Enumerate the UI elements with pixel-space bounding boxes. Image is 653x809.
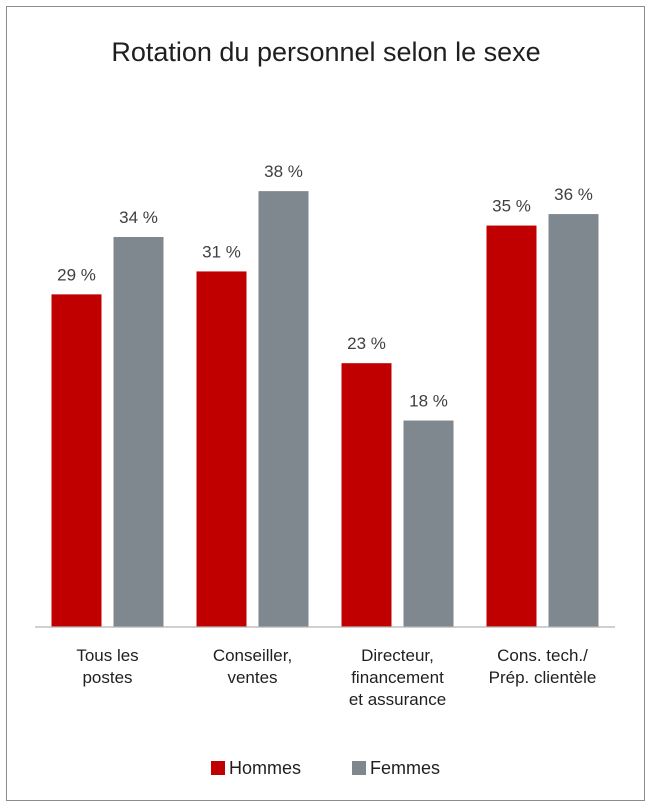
data-label-hommes-3: 35 %: [492, 197, 531, 216]
category-label-line: Directeur,: [361, 646, 434, 665]
category-label-0: Tous les postes: [76, 646, 138, 687]
data-label-femmes-1: 38 %: [264, 162, 303, 181]
bar-hommes-0: [51, 294, 102, 627]
bar-femmes-0: [113, 237, 164, 627]
chart-frame: Rotation du personnel selon le sexe 29 %…: [6, 6, 645, 801]
category-label-line: Conseiller,: [213, 646, 292, 665]
legend-label-hommes: Hommes: [229, 758, 301, 778]
data-label-femmes-0: 34 %: [119, 208, 158, 227]
category-label-2: Directeur, financement et assurance: [349, 646, 446, 709]
chart-title: Rotation du personnel selon le sexe: [111, 37, 540, 67]
category-label-line: postes: [82, 668, 132, 687]
bar-hommes-2: [341, 363, 392, 627]
data-label-hommes-1: 31 %: [202, 242, 241, 261]
category-label-1: Conseiller, ventes: [213, 646, 292, 687]
category-label-line: Cons. tech./: [497, 646, 588, 665]
data-label-hommes-0: 29 %: [57, 265, 96, 284]
legend-swatch-hommes: [211, 761, 225, 775]
legend-swatch-femmes: [352, 761, 366, 775]
legend: Hommes Femmes: [211, 758, 440, 778]
data-label-hommes-2: 23 %: [347, 334, 386, 353]
bar-femmes-2: [403, 420, 454, 627]
bar-hommes-1: [196, 271, 247, 627]
category-label-line: ventes: [227, 668, 277, 687]
data-label-femmes-2: 18 %: [409, 392, 448, 411]
category-label-line: financement: [351, 668, 444, 687]
category-label-line: et assurance: [349, 690, 446, 709]
data-label-femmes-3: 36 %: [554, 185, 593, 204]
labels-layer: 29 % 34 % Tous les postes 31 % 38 % Conseiller…: [57, 162, 596, 709]
bar-hommes-3: [486, 225, 537, 628]
legend-label-femmes: Femmes: [370, 758, 440, 778]
bar-femmes-1: [258, 191, 309, 627]
category-label-line: Tous les: [76, 646, 138, 665]
bars-layer: [51, 191, 599, 628]
category-label-line: Prép. clientèle: [489, 668, 597, 687]
category-label-3: Cons. tech./ Prép. clientèle: [489, 646, 597, 687]
bar-femmes-3: [548, 214, 599, 627]
chart-svg: Rotation du personnel selon le sexe 29 %…: [35, 37, 615, 778]
